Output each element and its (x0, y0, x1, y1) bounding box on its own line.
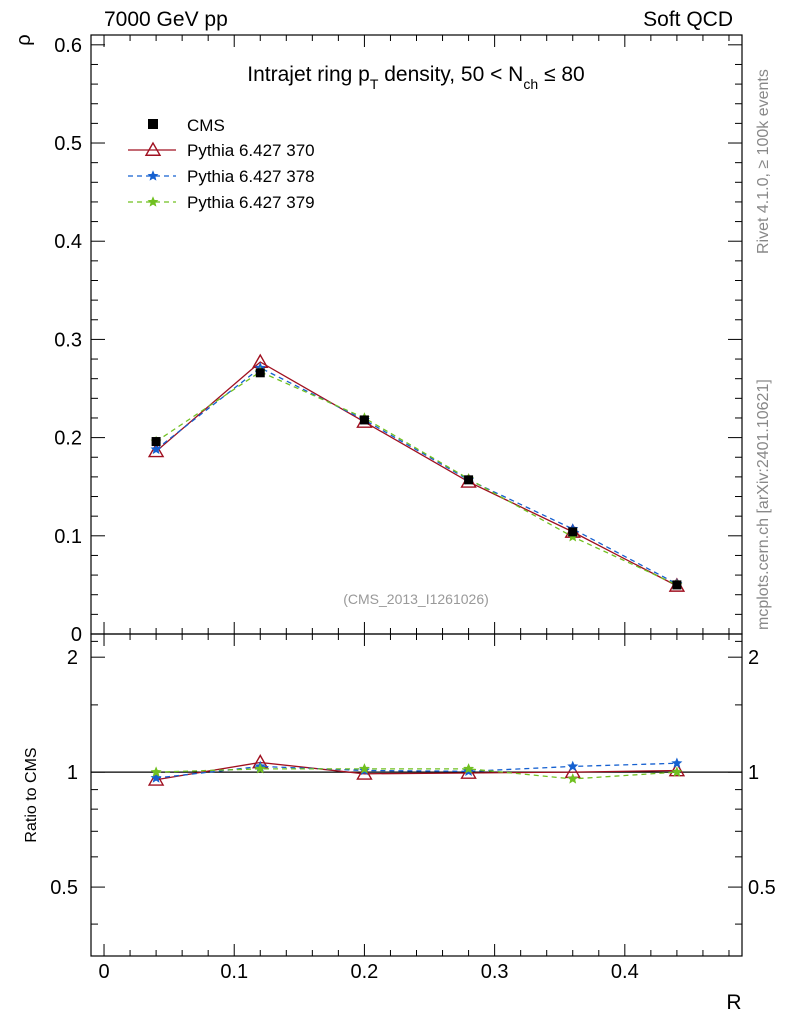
legend-label-p379: Pythia 6.427 379 (187, 193, 315, 212)
y-tick-label: 0.3 (54, 329, 82, 351)
ratio-line-p379 (156, 768, 677, 780)
star-marker (567, 773, 579, 784)
star-marker (671, 757, 683, 768)
cms-data-point (255, 368, 265, 378)
axis-ticks (91, 35, 742, 956)
x-axis-label: R (726, 991, 741, 1014)
ratio-y-axis-label: Ratio to CMS (23, 747, 40, 842)
triangle-marker (144, 141, 162, 156)
y-tick-label: 0.4 (54, 231, 82, 253)
legend-label-p370: Pythia 6.427 370 (187, 141, 315, 160)
star-marker (150, 772, 162, 783)
ratio-tick-label-right: 1 (748, 762, 759, 784)
chart-title: Intrajet ring pT density, 50 < Nch ≤ 80 (247, 63, 584, 92)
x-tick-label: 0.3 (481, 961, 509, 983)
cms-data-point (359, 415, 369, 425)
y-tick-label: 0.6 (54, 35, 82, 57)
star-marker (147, 170, 159, 181)
ratio-line-p370 (155, 761, 677, 781)
cms-data-point (568, 527, 578, 537)
y-tick-label: 0.1 (54, 526, 82, 548)
energy-label: 7000 GeV pp (104, 8, 228, 31)
legend-cms-marker (148, 119, 158, 129)
star-marker (147, 196, 159, 207)
ratio-series-layer (147, 754, 686, 786)
star-marker (358, 763, 370, 774)
y-tick-label: 0.5 (54, 133, 82, 155)
cms-data-point (464, 475, 474, 485)
x-tick-label: 0.1 (220, 961, 248, 983)
series-layer (147, 353, 686, 592)
series-line-p370 (155, 361, 678, 587)
cms-data-layer (151, 368, 682, 590)
analysis-id: (CMS_2013_I1261026) (343, 591, 489, 607)
ratio-tick-label-right: 2 (748, 647, 759, 669)
triangle-marker (668, 762, 686, 777)
star-marker (671, 766, 683, 777)
triangle-marker (147, 771, 165, 786)
series-line-p379 (155, 371, 678, 586)
triangle-marker (147, 442, 165, 458)
ratio-tick-label: 1 (67, 762, 78, 784)
triangle-marker (356, 765, 373, 780)
legend-cms-label: CMS (187, 116, 225, 135)
star-marker (567, 760, 579, 772)
legend: CMS Pythia 6.427 370 Pythia 6.427 378 Pythi… (128, 116, 315, 212)
star-marker (150, 766, 162, 777)
ratio-tick-label: 0.5 (50, 877, 78, 899)
x-tick-label: 0.2 (351, 961, 379, 983)
cms-data-point (672, 580, 682, 590)
ratio-line-p378 (156, 762, 677, 779)
star-marker (254, 763, 266, 774)
star-marker (150, 443, 162, 455)
x-tick-label: 0 (98, 961, 109, 983)
triangle-marker (460, 764, 477, 779)
axis-tick-labels: 0 0.1 0.2 0.3 0.4 0 0.1 0.2 0.3 0.4 0.5 0.6 0.5 0.5 1 1… (50, 35, 776, 983)
x-tick-label: 0.4 (611, 961, 639, 983)
y-tick-label: 0 (71, 624, 82, 646)
series-line-p378 (155, 367, 678, 585)
ratio-tick-label-right: 0.5 (748, 877, 776, 899)
legend-label-p378: Pythia 6.427 378 (187, 167, 315, 186)
cms-data-point (151, 437, 161, 447)
ratio-plot-frame (90, 633, 743, 957)
y-axis-label: ρ (13, 34, 35, 45)
category-label: Soft QCD (643, 8, 733, 31)
star-marker (463, 763, 475, 774)
y-tick-label: 0.2 (54, 428, 82, 450)
ratio-tick-label: 2 (67, 647, 78, 669)
